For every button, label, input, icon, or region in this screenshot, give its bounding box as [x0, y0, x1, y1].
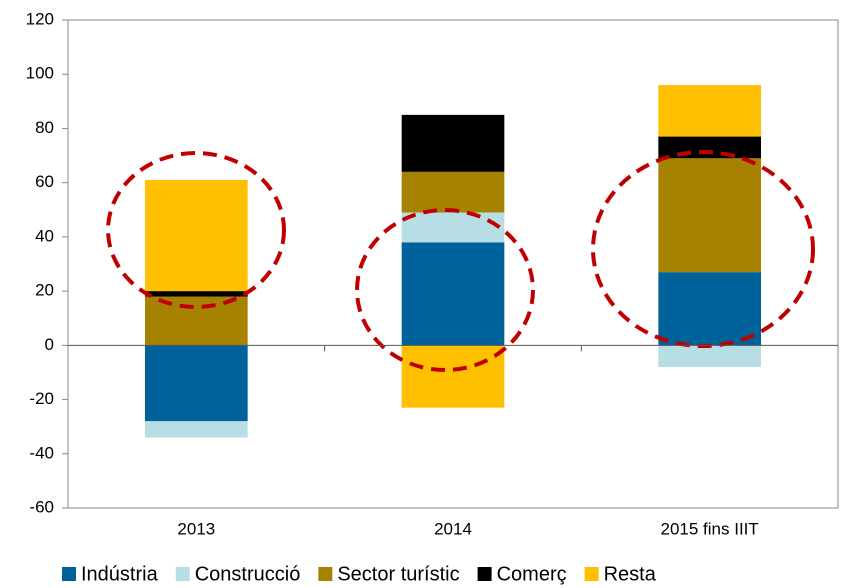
- legend-label: Comerç: [497, 563, 567, 585]
- bar-segment: [401, 212, 505, 243]
- legend-swatch: [477, 567, 492, 581]
- annotations: [106, 150, 815, 372]
- highlight-circle: [106, 151, 286, 309]
- bar-segment: [401, 114, 505, 172]
- y-tick-label: 60: [35, 172, 54, 191]
- legend-label: Sector turístic: [337, 563, 459, 585]
- plot-frame: [67, 19, 839, 509]
- y-tick-label: 120: [26, 9, 54, 28]
- bar-segment: [658, 345, 761, 368]
- legend-swatch: [175, 567, 190, 581]
- bar-segment: [658, 158, 761, 273]
- x-tick-label: 2013: [177, 519, 215, 538]
- y-tick-label: 40: [35, 226, 54, 245]
- legend-swatch: [62, 567, 76, 581]
- bar-segment: [401, 171, 505, 213]
- bar-segment: [658, 85, 761, 137]
- y-tick-label: -40: [29, 443, 54, 462]
- bar-segment: [658, 136, 761, 159]
- highlight-circle: [355, 208, 535, 372]
- y-tick-label: 20: [35, 281, 54, 300]
- y-tick-label: 100: [26, 64, 54, 83]
- legend-swatch: [318, 567, 333, 581]
- y-tick-label: 0: [45, 335, 54, 354]
- bar-segment: [145, 179, 248, 292]
- bar-segment: [401, 242, 505, 346]
- marks: [145, 85, 761, 438]
- y-tick-label: -20: [29, 389, 54, 408]
- bar-segment: [145, 296, 248, 346]
- legend-label: Indústria: [81, 563, 159, 585]
- y-tick-label: 80: [35, 118, 54, 137]
- bar-segment: [401, 345, 505, 408]
- bar-segment: [145, 345, 248, 422]
- bar-segment: [145, 291, 248, 297]
- legend-swatch: [584, 567, 599, 581]
- bar-segment: [658, 272, 761, 346]
- bar-segment: [145, 421, 248, 438]
- x-tick-label: 2015 fins IIIT: [661, 519, 759, 538]
- legend-label: Construcció: [195, 563, 301, 585]
- y-tick-label: -60: [29, 497, 54, 516]
- x-tick-label: 2014: [434, 519, 472, 538]
- legend-label: Resta: [604, 563, 657, 585]
- highlight-circle: [591, 150, 815, 348]
